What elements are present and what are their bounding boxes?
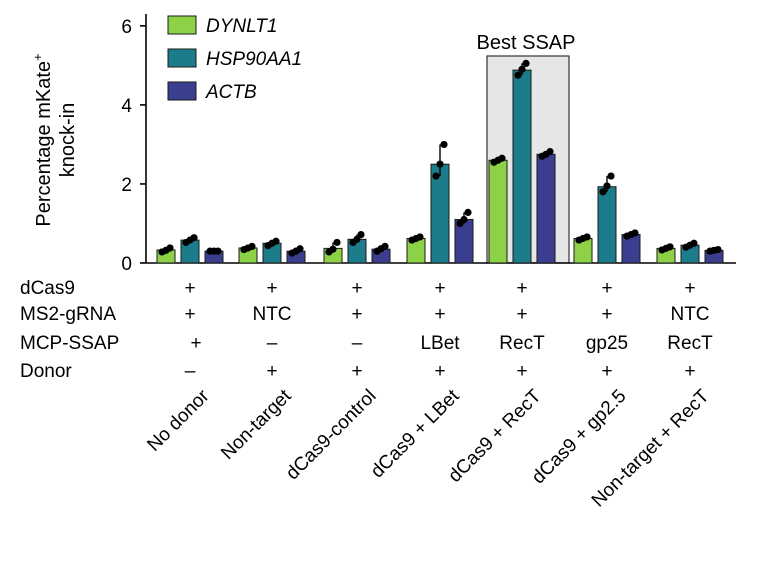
condition-row-label: Donor bbox=[20, 361, 72, 382]
legend-swatch-dynlt1 bbox=[167, 15, 197, 35]
legend-label-actb: ACTB bbox=[205, 82, 257, 103]
highlight-label: Best SSAP bbox=[477, 32, 576, 54]
data-point bbox=[666, 243, 674, 251]
data-point bbox=[603, 182, 611, 190]
data-point bbox=[546, 147, 554, 156]
data-point bbox=[631, 229, 639, 237]
data-point bbox=[296, 245, 304, 253]
data-point bbox=[498, 154, 506, 162]
condition-cell: – bbox=[185, 361, 196, 382]
legend-swatch-hsp90aa1 bbox=[167, 48, 197, 68]
bar-actb bbox=[536, 153, 556, 264]
data-point bbox=[357, 230, 365, 239]
data-point bbox=[353, 235, 361, 243]
data-point bbox=[190, 234, 198, 242]
condition-cell: NTC bbox=[252, 304, 291, 325]
condition-cell: NTC bbox=[670, 304, 709, 325]
condition-cell: + bbox=[601, 304, 612, 325]
condition-cell: + bbox=[434, 278, 445, 299]
bar-hsp90aa1 bbox=[430, 163, 450, 264]
condition-cell: + bbox=[434, 304, 445, 325]
category-label: dCas9-control bbox=[282, 386, 380, 484]
data-point bbox=[714, 245, 722, 254]
data-point bbox=[333, 238, 341, 247]
condition-cell: + bbox=[351, 278, 362, 299]
condition-cell: – bbox=[352, 333, 363, 354]
data-point bbox=[166, 244, 174, 252]
condition-table: dCas9 + + + + + + + MS2-gRNA + NTC + + + + NTC MCP-SSAP +… bbox=[20, 278, 713, 382]
data-point bbox=[381, 242, 389, 250]
data-point bbox=[440, 140, 448, 149]
data-point bbox=[248, 242, 256, 250]
data-point bbox=[514, 71, 522, 79]
data-point bbox=[436, 160, 444, 168]
condition-cell: + bbox=[601, 278, 612, 299]
data-point bbox=[599, 188, 607, 196]
category-label: Non-target bbox=[217, 385, 296, 464]
condition-row-label: MCP-SSAP bbox=[20, 333, 119, 354]
condition-cell: + bbox=[601, 361, 612, 382]
data-point bbox=[607, 172, 615, 180]
data-point bbox=[272, 237, 280, 245]
condition-cell: + bbox=[516, 361, 527, 382]
condition-cell: + bbox=[351, 304, 362, 325]
y-tick-label: 6 bbox=[121, 17, 132, 38]
bar-dynlt1 bbox=[488, 159, 508, 264]
condition-cell: + bbox=[684, 361, 695, 382]
condition-row-label: dCas9 bbox=[20, 278, 75, 299]
condition-cell: + bbox=[190, 333, 201, 354]
y-tick-label: 0 bbox=[121, 254, 132, 275]
condition-cell: gp25 bbox=[586, 333, 628, 354]
condition-row-label: MS2-gRNA bbox=[20, 304, 116, 325]
data-point bbox=[329, 245, 337, 253]
condition-cell: + bbox=[266, 361, 277, 382]
data-point bbox=[690, 239, 698, 247]
condition-cell: + bbox=[516, 304, 527, 325]
legend-label-hsp90aa1: HSP90AA1 bbox=[206, 49, 302, 70]
bar-hsp90aa1 bbox=[512, 69, 532, 264]
legend-swatch-actb bbox=[167, 81, 197, 101]
data-point bbox=[518, 65, 526, 73]
data-point bbox=[583, 233, 591, 241]
condition-cell: + bbox=[184, 278, 195, 299]
condition-cell: + bbox=[434, 361, 445, 382]
y-axis-label-line2: knock-in bbox=[57, 103, 79, 177]
category-label: No donor bbox=[143, 385, 214, 456]
data-point bbox=[522, 59, 530, 68]
condition-cell: RecT bbox=[667, 333, 713, 354]
points-layer bbox=[158, 59, 722, 257]
y-axis-label-main: Percentage mKate bbox=[33, 61, 55, 227]
condition-cell: + bbox=[266, 278, 277, 299]
condition-cell: + bbox=[684, 278, 695, 299]
y-axis-label-sup: + bbox=[30, 53, 45, 61]
legend: DYNLT1 HSP90AA1 ACTB bbox=[167, 15, 302, 103]
condition-cell: LBet bbox=[420, 333, 460, 354]
y-tick-label: 2 bbox=[121, 175, 132, 196]
y-tick-label: 4 bbox=[121, 96, 132, 117]
condition-cell: RecT bbox=[499, 333, 545, 354]
data-point bbox=[416, 233, 424, 241]
condition-cell: + bbox=[351, 361, 362, 382]
bar-hsp90aa1 bbox=[597, 186, 617, 264]
data-point bbox=[460, 215, 468, 224]
y-axis-label: Percentage mKate+ bbox=[30, 53, 55, 226]
data-point bbox=[214, 247, 222, 255]
legend-label-dynlt1: DYNLT1 bbox=[206, 16, 277, 37]
condition-cell: + bbox=[184, 304, 195, 325]
condition-cell: – bbox=[267, 333, 278, 354]
data-point bbox=[432, 172, 440, 180]
data-point bbox=[464, 208, 472, 217]
condition-cell: + bbox=[516, 278, 527, 299]
